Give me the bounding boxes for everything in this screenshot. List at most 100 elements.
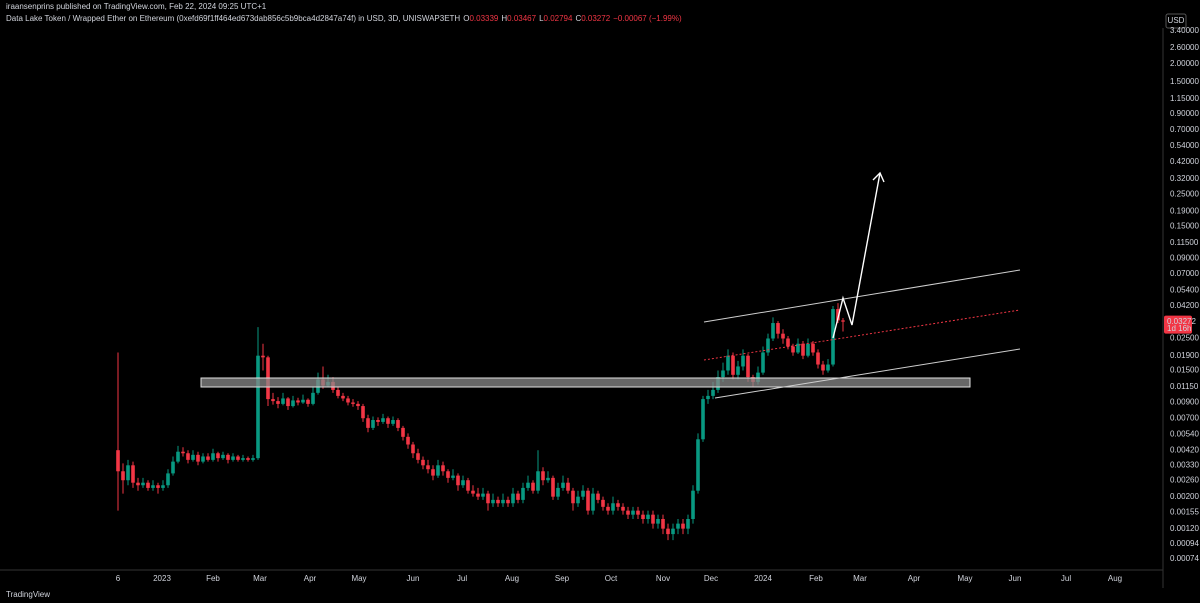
candle-body bbox=[371, 420, 375, 428]
candle-body bbox=[436, 465, 440, 476]
x-tick-label: 2023 bbox=[153, 574, 171, 583]
last-price: 0.03272 bbox=[1167, 317, 1196, 326]
x-tick-label: May bbox=[351, 574, 366, 583]
candle-body bbox=[416, 453, 420, 460]
candle-body bbox=[641, 514, 645, 519]
channel-upper bbox=[703, 269, 1021, 323]
candle-body bbox=[141, 482, 145, 486]
y-tick-label: 0.01150 bbox=[1170, 382, 1199, 391]
candle-body bbox=[581, 490, 585, 497]
ohlc-letter: H bbox=[501, 14, 507, 23]
candle-body bbox=[521, 487, 525, 500]
x-tick-label: Jul bbox=[457, 574, 467, 583]
candle-body bbox=[151, 485, 155, 488]
candle-body bbox=[566, 482, 570, 491]
candle-body bbox=[221, 454, 225, 459]
candle-body bbox=[496, 499, 500, 504]
y-tick-label: 0.01900 bbox=[1170, 351, 1199, 360]
candle-body bbox=[801, 343, 805, 356]
ohlc-letter: C bbox=[575, 14, 581, 23]
candle-body bbox=[356, 403, 360, 407]
y-tick-label: 0.04200 bbox=[1170, 301, 1199, 310]
candle-body bbox=[411, 444, 415, 454]
candle-body bbox=[791, 346, 795, 353]
candle-body bbox=[451, 475, 455, 478]
y-tick-label: 1.50000 bbox=[1170, 77, 1199, 86]
candle-body bbox=[291, 400, 295, 407]
y-tick-label: 0.05400 bbox=[1170, 285, 1199, 294]
candle-body bbox=[546, 477, 550, 481]
candle-body bbox=[656, 518, 660, 524]
y-tick-label: 0.07000 bbox=[1170, 269, 1199, 278]
y-tick-label: 0.90000 bbox=[1170, 109, 1199, 118]
y-tick-label: 0.11500 bbox=[1170, 238, 1199, 247]
x-tick-label: Apr bbox=[304, 574, 317, 583]
candle-body bbox=[456, 475, 460, 486]
footer-logo: TradingView bbox=[6, 590, 50, 599]
y-tick-label: 0.09000 bbox=[1170, 253, 1199, 262]
candle-body bbox=[646, 514, 650, 519]
candle-body bbox=[731, 355, 735, 375]
open-value: 0.03339 bbox=[469, 14, 498, 23]
y-tick-label: 1.15000 bbox=[1170, 94, 1199, 103]
candle-body bbox=[216, 453, 220, 459]
candle-body bbox=[661, 518, 665, 529]
channel-mid bbox=[703, 309, 1021, 361]
low-value: 0.02794 bbox=[544, 14, 573, 23]
candle-body bbox=[341, 395, 345, 399]
x-tick-label: 2024 bbox=[754, 574, 772, 583]
candle-body bbox=[551, 477, 555, 497]
x-tick-label: Mar bbox=[253, 574, 267, 583]
candle-body bbox=[516, 493, 520, 500]
candle-body bbox=[481, 493, 485, 497]
currency[interactable]: USD bbox=[1168, 16, 1185, 25]
candle-body bbox=[531, 482, 535, 491]
candle-body bbox=[821, 364, 825, 371]
candle-body bbox=[691, 490, 695, 519]
candle-body bbox=[116, 450, 120, 472]
currency-box[interactable] bbox=[1165, 13, 1187, 29]
candle-body bbox=[281, 398, 285, 404]
candle-body bbox=[196, 454, 200, 462]
candle-body bbox=[591, 493, 595, 511]
x-tick-label: Jun bbox=[1009, 574, 1022, 583]
x-tick-label: Oct bbox=[605, 574, 618, 583]
candle-body bbox=[176, 451, 180, 462]
candle-body bbox=[491, 499, 495, 504]
candle-body bbox=[636, 510, 640, 515]
candle-body bbox=[311, 392, 315, 404]
candle-body bbox=[376, 420, 380, 422]
candle-body bbox=[386, 418, 390, 424]
x-tick-label: 6 bbox=[116, 574, 121, 583]
candle-body bbox=[586, 490, 590, 511]
candle-body bbox=[626, 510, 630, 515]
ohlc-letter: L bbox=[539, 14, 544, 23]
candle-body bbox=[826, 364, 830, 371]
candle-body bbox=[186, 453, 190, 460]
candle-body bbox=[686, 518, 690, 529]
support-zone bbox=[200, 377, 971, 388]
y-tick-label: 0.54000 bbox=[1170, 141, 1199, 150]
candle-body bbox=[611, 503, 615, 511]
candle-body bbox=[511, 493, 515, 504]
y-tick-label: 0.15000 bbox=[1170, 221, 1199, 230]
candle-body bbox=[431, 469, 435, 476]
candle-body bbox=[231, 456, 235, 460]
candle-body bbox=[271, 399, 275, 402]
y-tick-label: 0.00700 bbox=[1170, 413, 1199, 422]
candle-body bbox=[706, 395, 710, 400]
x-tick-label: Feb bbox=[809, 574, 823, 583]
candle-body bbox=[836, 309, 840, 321]
candle-body bbox=[466, 480, 470, 491]
candle-body bbox=[441, 465, 445, 472]
candle-body bbox=[761, 352, 765, 373]
candle-body bbox=[786, 338, 790, 347]
candle-body bbox=[421, 459, 425, 466]
candle-body bbox=[401, 427, 405, 437]
candle-body bbox=[336, 389, 340, 396]
candle-body bbox=[486, 493, 490, 504]
candle-body bbox=[651, 514, 655, 524]
candle-body bbox=[296, 400, 300, 403]
